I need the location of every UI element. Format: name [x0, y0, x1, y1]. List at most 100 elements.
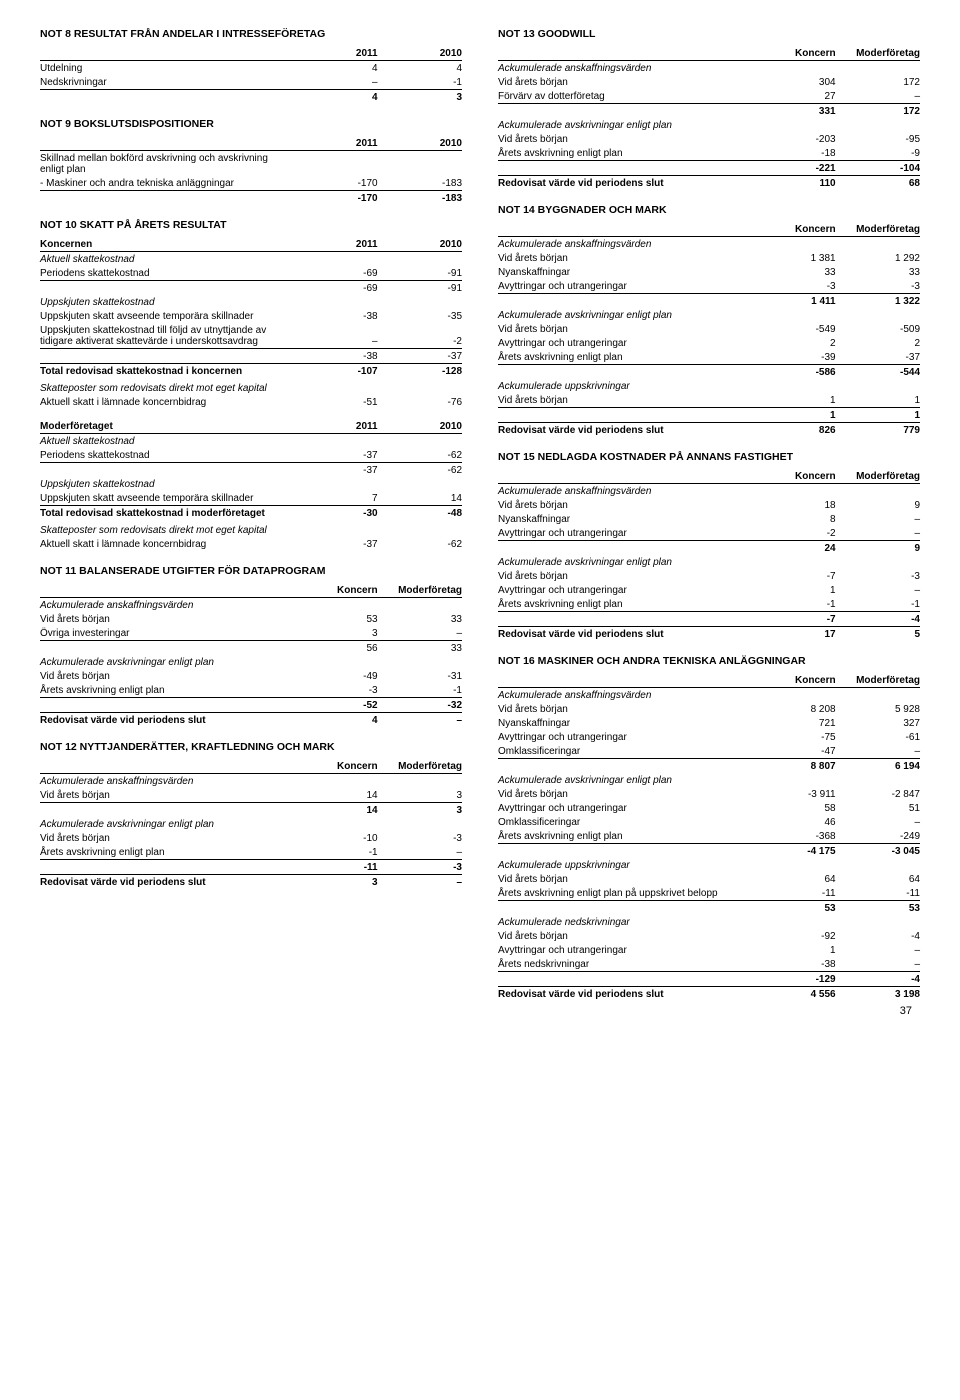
cell: Skatteposter som redovisats direkt mot e…	[40, 381, 293, 395]
cell: 2	[836, 336, 920, 350]
cell: -3 911	[751, 787, 835, 801]
hdr: Koncern	[751, 222, 835, 237]
cell: -37	[293, 537, 377, 551]
cell	[378, 817, 462, 831]
cell: Redovisat värde vid periodens slut	[498, 423, 751, 438]
cell	[836, 118, 920, 132]
cell: Vid årets början	[498, 498, 751, 512]
cell: -11	[836, 886, 920, 901]
cell: 1 292	[836, 251, 920, 265]
cell: Vid årets början	[40, 669, 293, 683]
cell: -3	[836, 569, 920, 583]
cell: -49	[293, 669, 377, 683]
not13-table: Koncern Moderföretag Ackumulerade anskaf…	[498, 46, 920, 190]
not12-table: Koncern Moderföretag Ackumulerade anskaf…	[40, 759, 462, 889]
cell: 58	[751, 801, 835, 815]
cell: Avyttringar och utrangeringar	[498, 336, 751, 350]
cell: Periodens skattekostnad	[40, 266, 293, 281]
cell	[293, 477, 377, 491]
cell: Skillnad mellan bokförd avskrivning och …	[40, 151, 293, 177]
cell	[378, 381, 462, 395]
cell	[293, 774, 377, 789]
cell	[293, 523, 377, 537]
cell: Ackumulerade anskaffningsvärden	[498, 61, 751, 76]
not10-koncern-table: Koncernen 2011 2010 Aktuell skattekostna…	[40, 237, 462, 409]
cell: 53	[836, 901, 920, 916]
not12-title: NOT 12 NYTTJANDERÄTTER, KRAFTLEDNING OCH…	[40, 741, 462, 753]
cell: 27	[751, 89, 835, 104]
cell	[378, 774, 462, 789]
cell: 826	[751, 423, 835, 438]
cell	[836, 915, 920, 929]
cell	[836, 773, 920, 787]
cell: 3	[378, 90, 462, 105]
cell: -2 847	[836, 787, 920, 801]
cell: Ackumulerade avskrivningar enligt plan	[498, 773, 751, 787]
cell: 8	[751, 512, 835, 526]
cell	[40, 349, 293, 364]
cell: 18	[751, 498, 835, 512]
cell: -3	[378, 860, 462, 875]
cell: 1	[751, 393, 835, 408]
cell: 172	[836, 75, 920, 89]
cell	[836, 555, 920, 569]
cell: 64	[836, 872, 920, 886]
cell: –	[836, 89, 920, 104]
cell: Vid årets början	[498, 322, 751, 336]
cell	[293, 434, 377, 449]
hdr: 2010	[378, 419, 462, 434]
cell: Ackumulerade avskrivningar enligt plan	[40, 655, 293, 669]
cell: 8 807	[751, 759, 835, 774]
cell: -91	[378, 281, 462, 296]
cell: -69	[293, 281, 377, 296]
cell: 721	[751, 716, 835, 730]
hdr: 2011	[293, 237, 377, 252]
cell: -37	[293, 463, 377, 478]
hdr: Moderföretag	[836, 469, 920, 484]
cell: –	[836, 512, 920, 526]
cell: 4	[378, 61, 462, 76]
cell: -51	[293, 395, 377, 409]
cell: 4	[293, 90, 377, 105]
cell: –	[836, 744, 920, 759]
cell: –	[836, 583, 920, 597]
cell: Nyanskaffningar	[498, 265, 751, 279]
cell: Övriga investeringar	[40, 626, 293, 641]
cell: -30	[293, 506, 377, 521]
not11-table: Koncern Moderföretag Ackumulerade anskaf…	[40, 583, 462, 727]
cell: Årets avskrivning enligt plan	[40, 683, 293, 698]
cell: -249	[836, 829, 920, 844]
cell	[40, 90, 293, 105]
cell: Aktuell skatt i lämnade koncernbidrag	[40, 395, 293, 409]
cell: Årets avskrivning enligt plan	[498, 829, 751, 844]
cell: –	[836, 957, 920, 972]
cell: -92	[751, 929, 835, 943]
cell: 53	[293, 612, 377, 626]
cell: -3	[378, 831, 462, 845]
cell: 53	[751, 901, 835, 916]
cell: -3 045	[836, 844, 920, 859]
cell: Vid årets början	[498, 75, 751, 89]
cell: -203	[751, 132, 835, 146]
cell: -38	[293, 309, 377, 323]
cell: -47	[751, 744, 835, 759]
cell: -37	[378, 349, 462, 364]
cell: -2	[751, 526, 835, 541]
hdr	[498, 46, 751, 61]
cell: 14	[293, 788, 377, 803]
cell	[378, 598, 462, 613]
hdr	[498, 469, 751, 484]
cell: –	[378, 626, 462, 641]
hdr	[498, 673, 751, 688]
cell: -7	[751, 569, 835, 583]
cell: Uppskjuten skattekostnad	[40, 477, 293, 491]
cell: -1	[293, 845, 377, 860]
cell: Total redovisad skattekostnad i koncerne…	[40, 364, 293, 379]
cell: Uppskjuten skattekostnad till följd av u…	[40, 323, 293, 349]
cell: -91	[378, 266, 462, 281]
cell: Ackumulerade nedskrivningar	[498, 915, 751, 929]
cell: Ackumulerade anskaffningsvärden	[40, 598, 293, 613]
cell: -95	[836, 132, 920, 146]
hdr: Moderföretag	[836, 222, 920, 237]
cell: Nyanskaffningar	[498, 716, 751, 730]
